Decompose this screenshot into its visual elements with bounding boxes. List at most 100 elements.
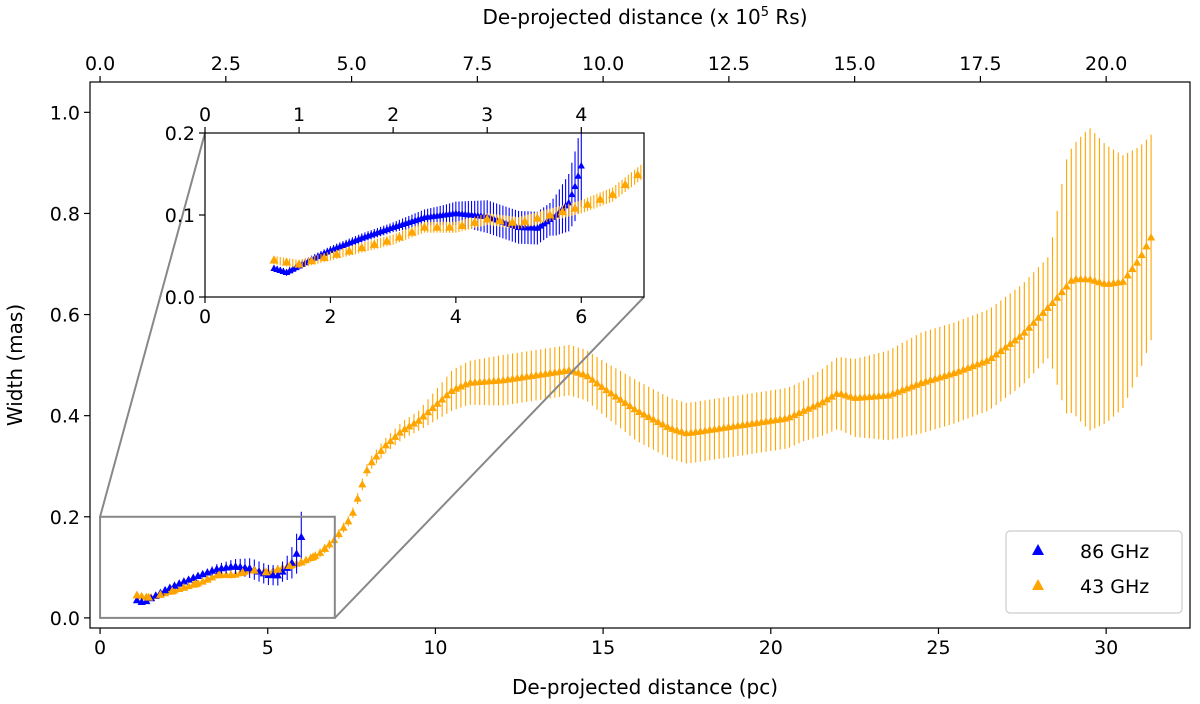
inset-marker [532, 213, 542, 222]
legend-label-86ghz: 86 GHz [1080, 541, 1149, 563]
main-marker [386, 436, 395, 445]
main-marker [996, 346, 1005, 354]
legend-marker-86ghz [1032, 544, 1044, 555]
inset-marker [457, 220, 467, 230]
main-marker [189, 573, 198, 581]
main-marker [447, 386, 456, 395]
inset-marker [289, 265, 297, 272]
inset-left-y-axis: 0.0 0.1 0.2 [165, 123, 205, 309]
inset-marker [536, 222, 545, 229]
zoom-connector-line-lower [334, 296, 645, 619]
inset-marker [482, 214, 492, 223]
main-y-tick-label: 1.0 [50, 102, 80, 124]
inset-x-tick-label: 4 [450, 306, 462, 328]
main-marker [353, 494, 362, 502]
main-marker [1132, 258, 1142, 266]
inset-marker [369, 239, 379, 248]
inset-top-x-axis: 0 1 2 3 4 [199, 104, 587, 133]
main-marker [1048, 298, 1057, 306]
main-series-86-ghz [132, 511, 306, 605]
main-marker [1137, 250, 1146, 259]
main-x-tick-label: 20 [759, 637, 783, 659]
main-marker [639, 410, 649, 418]
main-marker [1085, 275, 1095, 283]
main-data-layer [132, 128, 1156, 605]
main-marker [292, 549, 301, 557]
inset-marker [520, 216, 530, 225]
inset-plot: 0 2 4 6 0.0 0.1 0.2 0 1 2 3 4 [165, 104, 645, 328]
main-marker [785, 412, 794, 421]
main-marker [372, 452, 381, 460]
main-y-tick-label: 0.2 [50, 507, 80, 529]
main-top-tick-label: 10.0 [582, 53, 624, 75]
main-marker [278, 567, 287, 575]
main-marker [1147, 233, 1156, 241]
main-series-43-ghz [132, 128, 1156, 601]
inset-marker [307, 256, 317, 265]
inset-top-tick-label: 0 [199, 104, 211, 126]
inset-marker [608, 189, 618, 198]
main-marker [588, 375, 597, 383]
inset-marker [571, 182, 579, 189]
main-marker [249, 565, 259, 574]
zoom-connector-line-upper [99, 132, 206, 518]
main-marker [818, 397, 827, 406]
inset-marker [407, 227, 417, 236]
main-y-tick-label: 0.4 [50, 406, 80, 428]
inset-marker [432, 222, 442, 231]
inset-marker [394, 232, 404, 241]
main-marker [419, 412, 428, 420]
inset-x-tick-label: 6 [575, 306, 587, 328]
main-marker [1039, 308, 1048, 316]
x-axis-label: De-projected distance (pc) [512, 675, 778, 699]
main-marker [1057, 287, 1066, 296]
main-marker [348, 508, 358, 516]
top-x-axis-label-suffix: Rs) [769, 5, 807, 29]
inset-marker [507, 217, 517, 226]
main-marker [285, 561, 294, 570]
main-marker [635, 407, 644, 416]
inset-marker [269, 255, 279, 264]
main-marker [156, 590, 165, 598]
inset-top-tick-label: 1 [293, 104, 305, 126]
main-marker [1001, 343, 1010, 351]
main-marker [207, 573, 217, 581]
inset-marker [574, 172, 582, 179]
top-x-axis: 0.0 2.5 5.0 7.5 10.0 12.5 15.0 17.5 20.0 [85, 53, 1127, 82]
main-marker [433, 399, 442, 407]
main-marker [179, 577, 188, 585]
main-marker [301, 555, 311, 564]
main-marker [1024, 323, 1034, 331]
main-marker [668, 424, 677, 432]
inset-marker [545, 210, 555, 219]
inset-marker [357, 243, 367, 252]
main-top-tick-label: 2.5 [211, 53, 241, 75]
main-marker [1006, 339, 1015, 347]
main-marker [982, 356, 991, 364]
main-marker [325, 540, 334, 548]
inset-marker [332, 249, 342, 258]
main-marker [799, 406, 808, 414]
inset-marker [568, 190, 576, 198]
main-marker [261, 567, 271, 576]
main-marker [672, 426, 681, 434]
inset-y-tick-label: 0.0 [165, 287, 195, 309]
main-marker [409, 419, 419, 427]
main-x-tick-label: 30 [1094, 637, 1118, 659]
main-marker [658, 420, 667, 428]
main-marker [377, 446, 386, 454]
inset-marker [294, 259, 304, 268]
main-marker [644, 412, 653, 420]
main-y-tick-label: 0.6 [50, 305, 80, 327]
main-marker [987, 353, 996, 362]
main-marker [238, 567, 247, 576]
main-top-tick-label: 15.0 [833, 53, 875, 75]
main-marker [132, 595, 142, 604]
main-marker [198, 577, 207, 585]
main-marker [175, 579, 184, 587]
main-marker [808, 402, 818, 410]
inset-marker [470, 217, 480, 226]
inset-top-tick-label: 2 [387, 104, 399, 126]
top-x-axis-label-prefix: De-projected distance (x 10 [482, 5, 760, 29]
inset-marker [620, 179, 630, 189]
